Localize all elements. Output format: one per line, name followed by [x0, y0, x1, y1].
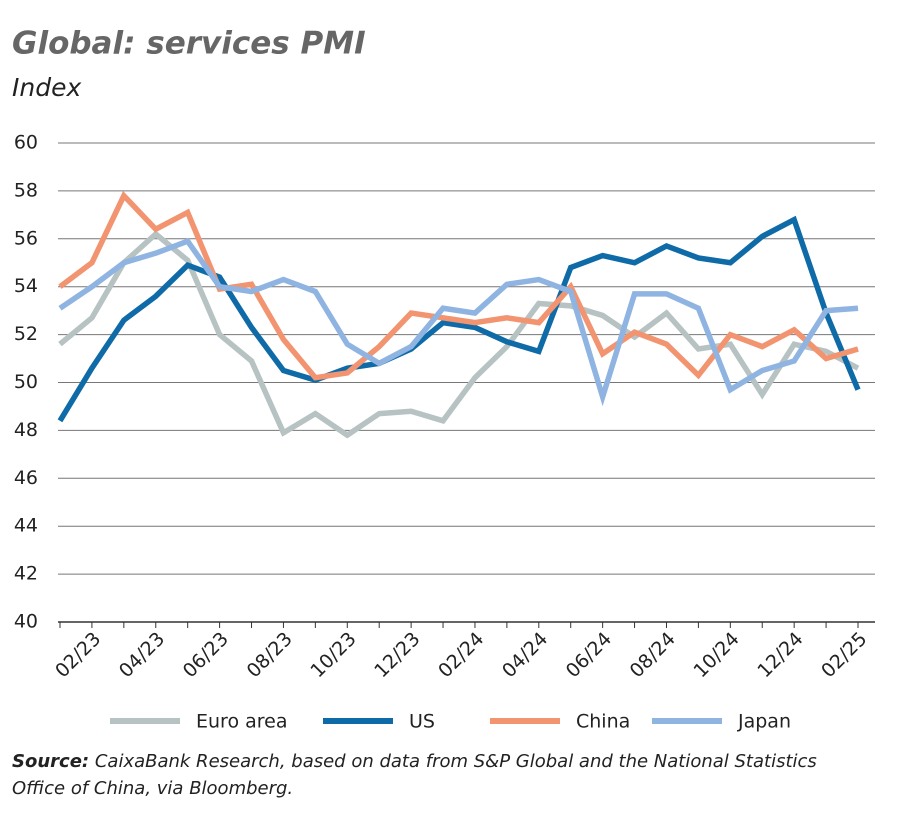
series-line	[58, 237, 859, 407]
chart-subtitle: Index	[12, 73, 81, 102]
y-tick-label: 54	[14, 275, 38, 297]
x-tick-label: 12/23	[370, 628, 424, 682]
legend-label: Euro area	[196, 711, 287, 733]
series-line	[58, 190, 859, 381]
x-tick-label: 10/23	[306, 628, 360, 682]
y-tick-label: 56	[14, 227, 38, 249]
x-tick-label: 06/23	[179, 628, 233, 682]
x-tick-label: 08/23	[243, 628, 297, 682]
x-tick-label: 02/24	[434, 628, 488, 682]
x-tick-label: 04/23	[115, 628, 169, 682]
source-note: Source: CaixaBank Research, based on dat…	[12, 748, 842, 802]
y-tick-label: 48	[14, 419, 38, 441]
y-tick-label: 52	[14, 323, 38, 345]
x-tick-label: 08/24	[626, 628, 680, 682]
x-tick-label: 06/24	[562, 628, 616, 682]
series-line	[57, 215, 861, 423]
y-tick-label: 44	[14, 515, 38, 537]
x-tick-label: 02/25	[817, 628, 871, 682]
x-tick-label: 04/24	[498, 628, 552, 682]
y-tick-label: 58	[14, 179, 38, 201]
y-tick-label: 46	[14, 467, 38, 489]
y-tick-label: 50	[14, 371, 38, 393]
legend-label: US	[409, 711, 435, 733]
y-tick-label: 40	[14, 611, 38, 633]
y-tick-label: 42	[14, 563, 38, 585]
x-tick-label: 10/24	[689, 628, 743, 682]
x-tick-label: 02/23	[51, 628, 105, 682]
source-text: CaixaBank Research, based on data from S…	[12, 751, 817, 799]
chart: Global: services PMI Index 40 42 44 46 48 50 5…	[12, 26, 875, 733]
legend-label: China	[576, 711, 630, 733]
x-tick-label: 12/24	[753, 628, 807, 682]
source-label: Source:	[12, 751, 90, 772]
y-tick-label: 60	[14, 132, 38, 154]
legend-label: Japan	[737, 711, 791, 733]
chart-title: Global: services PMI	[12, 26, 366, 62]
